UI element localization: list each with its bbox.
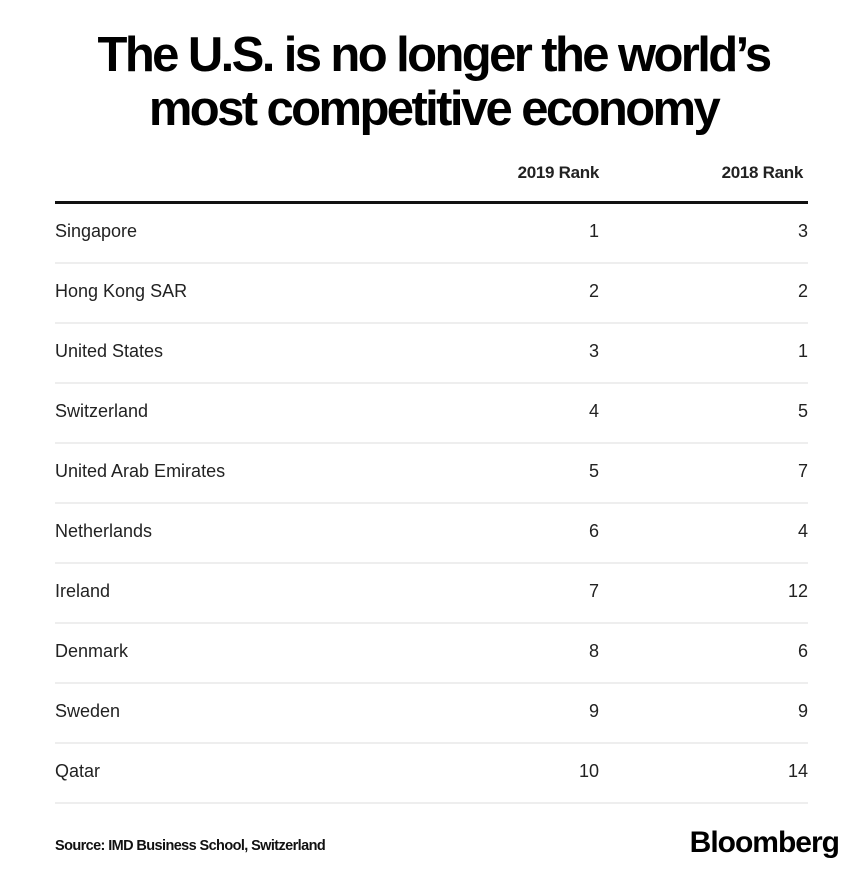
rank-2019: 7 [588, 581, 599, 601]
header-rule [55, 201, 808, 204]
column-header-2018: 2018 Rank [721, 163, 804, 182]
rank-2018: 12 [787, 581, 808, 601]
country-name: Sweden [55, 701, 121, 721]
rank-2019: 4 [588, 401, 599, 421]
country-name: Ireland [55, 581, 111, 601]
table-row: United Arab Emirates 5 7 [55, 444, 808, 504]
rank-2018: 1 [797, 341, 808, 361]
country-name: Netherlands [55, 521, 153, 541]
table-row: Netherlands 6 4 [55, 504, 808, 564]
rank-2019: 9 [588, 701, 599, 721]
rank-2019: 6 [588, 521, 599, 541]
rank-2019: 5 [588, 461, 599, 481]
table-row: Sweden 9 9 [55, 684, 808, 744]
table-row: Denmark 8 6 [55, 624, 808, 684]
table-row: Switzerland 4 5 [55, 384, 808, 444]
country-name: Hong Kong SAR [55, 281, 188, 301]
column-header-2019: 2019 Rank [517, 163, 600, 182]
country-name: United Arab Emirates [55, 461, 226, 481]
table-row: Qatar 10 14 [55, 744, 808, 804]
title-line-1: The U.S. is no longer the world’s [97, 28, 773, 82]
rank-2018: 14 [787, 761, 808, 781]
table-row: Ireland 7 12 [55, 564, 808, 624]
rank-2018: 5 [797, 401, 808, 421]
table-row: United States 3 1 [55, 324, 808, 384]
rank-2018: 4 [797, 521, 808, 541]
country-name: Singapore [55, 221, 138, 241]
rank-2019: 10 [578, 761, 599, 781]
rank-2019: 1 [588, 221, 599, 241]
rank-2018: 9 [797, 701, 808, 721]
bloomberg-logo: Bloomberg [689, 826, 840, 859]
rank-2018: 2 [797, 281, 808, 301]
rank-2018: 3 [797, 221, 808, 241]
country-name: United States [55, 341, 164, 361]
rank-2019: 2 [588, 281, 599, 301]
rank-2018: 6 [797, 641, 808, 661]
country-name: Switzerland [55, 401, 149, 421]
table-row: Singapore 1 3 [55, 204, 808, 264]
table-row: Hong Kong SAR 2 2 [55, 264, 808, 324]
chart-title: The U.S. is no longer the world’s most c… [0, 28, 867, 136]
source-note: Source: IMD Business School, Switzerland [55, 838, 326, 854]
title-line-2: most competitive economy [148, 82, 721, 136]
rank-2018: 7 [797, 461, 808, 481]
rank-2019: 8 [588, 641, 599, 661]
country-name: Denmark [55, 641, 129, 661]
rank-2019: 3 [588, 341, 599, 361]
country-name: Qatar [55, 761, 101, 781]
